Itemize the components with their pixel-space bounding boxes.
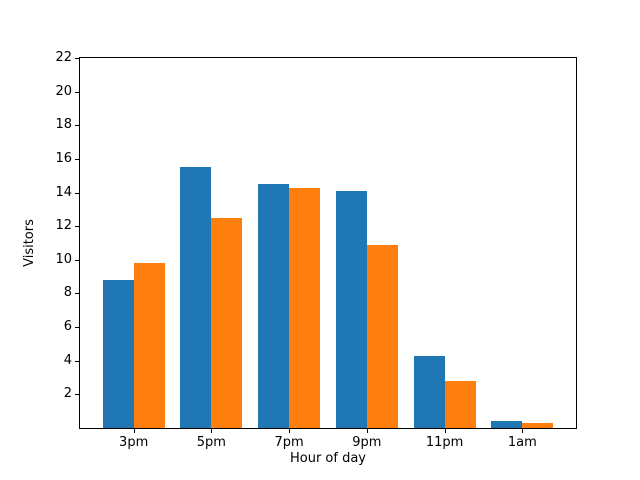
y-axis-label: Visitors xyxy=(22,219,37,267)
x-tick-mark xyxy=(289,429,291,433)
bar-1am-series2 xyxy=(522,422,554,428)
y-tick-mark xyxy=(75,360,79,362)
x-tick-mark xyxy=(444,429,446,433)
y-tick-mark xyxy=(75,259,79,261)
x-tick-mark xyxy=(211,429,213,433)
x-tick-mark xyxy=(133,429,135,433)
bar-1am-series1 xyxy=(491,421,523,428)
bar-9pm-series1 xyxy=(335,190,367,428)
y-tick-label: 4 xyxy=(63,352,72,368)
y-tick-mark xyxy=(75,192,79,194)
x-tick-label: 1am xyxy=(507,435,537,450)
bar-5pm-series1 xyxy=(180,167,212,428)
bar-3pm-series2 xyxy=(133,263,165,428)
y-tick-mark xyxy=(75,293,79,295)
y-tick-mark xyxy=(75,58,79,59)
y-tick-label: 20 xyxy=(55,83,72,99)
x-tick-mark xyxy=(522,429,524,433)
y-tick-label: 6 xyxy=(63,319,72,335)
y-tick-label: 16 xyxy=(55,150,72,166)
y-tick-label: 10 xyxy=(55,251,72,267)
x-tick-label: 5pm xyxy=(196,435,226,450)
x-tick-label: 9pm xyxy=(352,435,382,450)
bar-3pm-series1 xyxy=(102,280,134,428)
y-tick-mark xyxy=(75,394,79,396)
y-tick-label: 12 xyxy=(55,218,72,234)
y-tick-label: 8 xyxy=(63,285,72,301)
y-tick-label: 18 xyxy=(55,117,72,133)
bar-5pm-series2 xyxy=(211,217,243,428)
y-tick-label: 2 xyxy=(63,386,72,402)
bar-7pm-series1 xyxy=(258,184,290,428)
bar-11pm-series1 xyxy=(413,355,445,428)
bar-7pm-series2 xyxy=(289,187,321,428)
x-tick-mark xyxy=(366,429,368,433)
y-tick-mark xyxy=(75,327,79,329)
y-tick-mark xyxy=(75,158,79,160)
plot-area xyxy=(79,57,577,429)
bar-9pm-series2 xyxy=(366,244,398,428)
x-axis-label: Hour of day xyxy=(289,451,367,466)
y-tick-mark xyxy=(75,91,79,93)
y-tick-mark xyxy=(75,226,79,228)
y-tick-label: 22 xyxy=(55,50,72,65)
bar-11pm-series2 xyxy=(444,380,476,428)
x-tick-label: 7pm xyxy=(274,435,304,450)
y-tick-mark xyxy=(75,125,79,127)
x-tick-label: 3pm xyxy=(119,435,149,450)
x-tick-label: 11pm xyxy=(425,435,464,450)
y-tick-label: 14 xyxy=(55,184,72,200)
